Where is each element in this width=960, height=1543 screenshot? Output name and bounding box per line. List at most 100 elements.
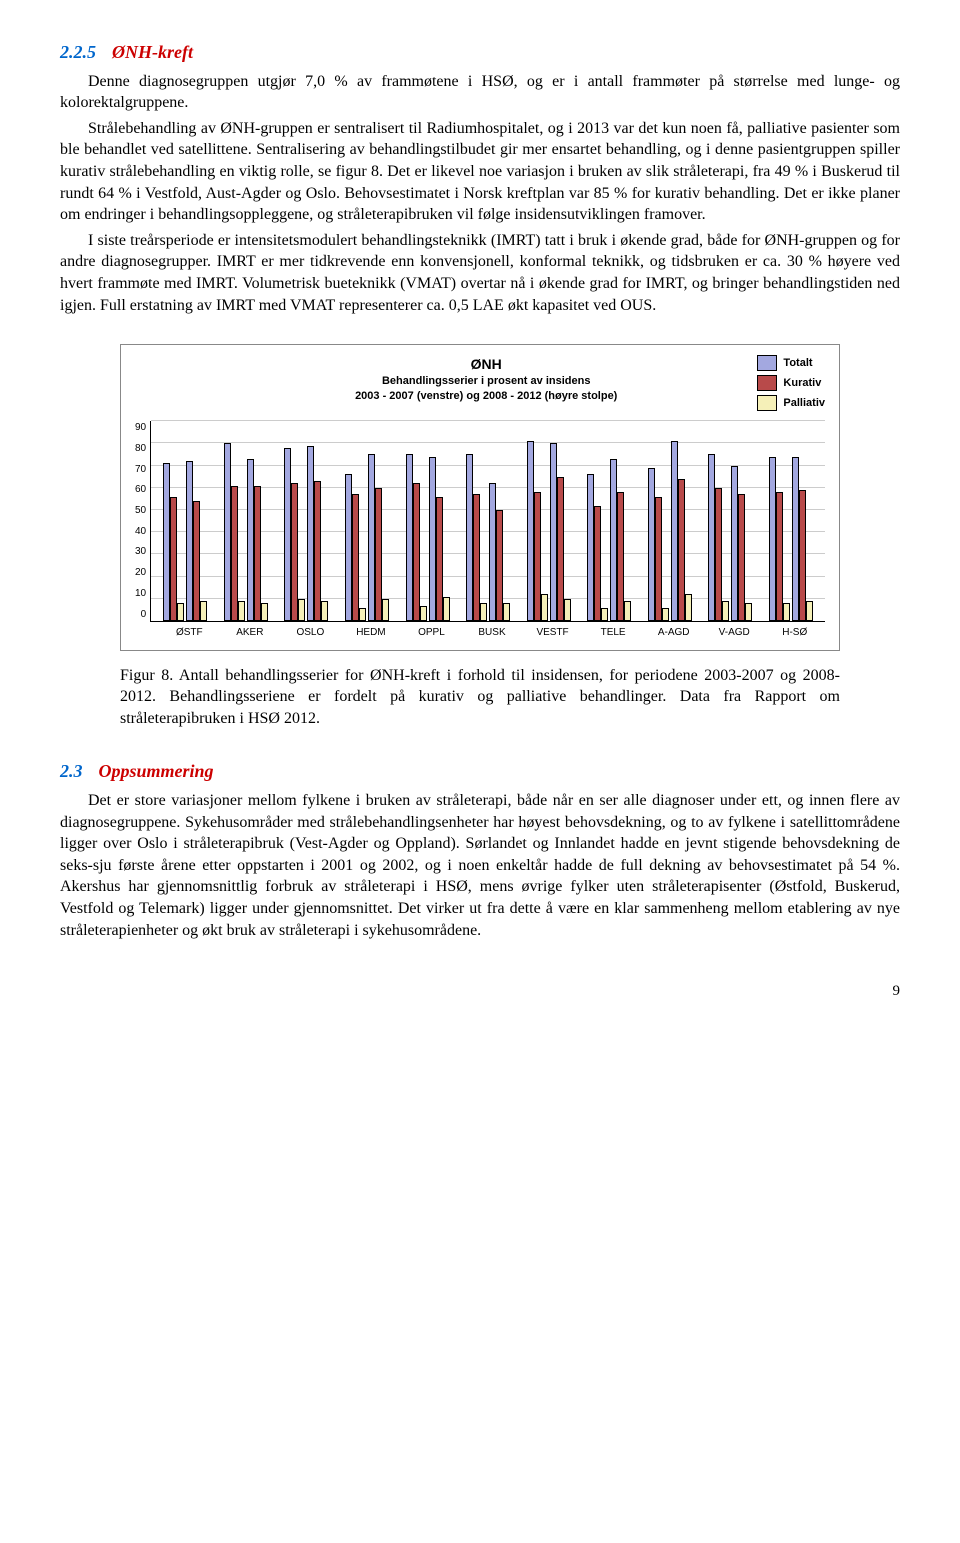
bar — [792, 457, 799, 621]
bar-period — [406, 454, 427, 621]
bar — [527, 441, 534, 621]
bar — [307, 446, 314, 622]
bar-period — [163, 463, 184, 621]
bar — [722, 601, 729, 621]
bar — [715, 488, 722, 621]
bar-group — [639, 441, 700, 621]
bar — [261, 603, 268, 621]
x-label: OPPL — [401, 626, 462, 640]
bar — [655, 497, 662, 621]
bar — [541, 594, 548, 621]
bar-period — [368, 454, 389, 621]
bar-group — [579, 459, 640, 621]
x-label: H-SØ — [764, 626, 825, 640]
bar-period — [527, 441, 548, 621]
bar-period — [550, 443, 571, 621]
bar — [799, 490, 806, 621]
x-axis: ØSTFAKEROSLOHEDMOPPLBUSKVESTFTELEA-AGDV-… — [159, 626, 825, 640]
bar — [177, 603, 184, 621]
bar — [375, 488, 382, 621]
chart-title: ØNH — [215, 355, 757, 374]
bar — [503, 603, 510, 621]
bar-period — [345, 474, 366, 621]
bar — [685, 594, 692, 621]
bar — [247, 459, 254, 621]
legend-swatch-kurativ — [757, 375, 777, 391]
bar — [662, 608, 669, 621]
bar — [298, 599, 305, 621]
bar-period — [792, 457, 813, 621]
grid-line — [151, 420, 825, 421]
legend-swatch-totalt — [757, 355, 777, 371]
bar — [624, 601, 631, 621]
chart-subtitle-1: Behandlingsserier i prosent av insidens — [215, 374, 757, 389]
bar — [321, 601, 328, 621]
bar — [368, 454, 375, 621]
section-225-title: ØNH-kreft — [112, 42, 193, 62]
bar — [466, 454, 473, 621]
bar — [534, 492, 541, 621]
bar — [231, 486, 238, 622]
bar-period — [731, 466, 752, 622]
y-tick: 60 — [135, 483, 146, 497]
bar — [610, 459, 617, 621]
bar-period — [671, 441, 692, 621]
bar — [769, 457, 776, 621]
x-label: A-AGD — [643, 626, 704, 640]
bar — [806, 601, 813, 621]
y-tick: 50 — [135, 504, 146, 518]
y-tick: 30 — [135, 545, 146, 559]
bar — [783, 603, 790, 621]
bar — [352, 494, 359, 621]
bar — [170, 497, 177, 621]
plot-area — [150, 421, 825, 622]
bar — [382, 599, 389, 621]
bar — [413, 483, 420, 621]
bar — [601, 608, 608, 621]
bar — [429, 457, 436, 621]
bar-period — [587, 474, 608, 621]
bar-group — [397, 454, 458, 621]
y-tick: 90 — [135, 421, 146, 435]
section-23-title: Oppsummering — [99, 761, 214, 781]
x-label: AKER — [220, 626, 281, 640]
bar-period — [186, 461, 207, 621]
bar — [291, 483, 298, 621]
bar — [200, 601, 207, 621]
bar — [671, 441, 678, 621]
chart-subtitle-2: 2003 - 2007 (venstre) og 2008 - 2012 (hø… — [215, 389, 757, 404]
y-tick: 80 — [135, 442, 146, 456]
bar — [473, 494, 480, 621]
bar-period — [224, 443, 245, 621]
y-tick: 40 — [135, 525, 146, 539]
bar-period — [466, 454, 487, 621]
bar-period — [769, 457, 790, 621]
bar — [436, 497, 443, 621]
legend-label-kurativ: Kurativ — [783, 376, 821, 391]
chart-header: ØNH Behandlingsserier i prosent av insid… — [135, 355, 825, 415]
para-23: Det er store variasjoner mellom fylkene … — [60, 790, 900, 941]
bar-period — [429, 457, 450, 621]
section-23-num: 2.3 — [60, 761, 83, 781]
bar — [163, 463, 170, 621]
bar — [587, 474, 594, 621]
bar-group — [337, 454, 398, 621]
bar-group — [155, 461, 216, 621]
bar — [224, 443, 231, 621]
x-label: VESTF — [522, 626, 583, 640]
bar — [359, 608, 366, 621]
bar-period — [284, 448, 305, 621]
para-225-1: Denne diagnosegruppen utgjør 7,0 % av fr… — [60, 71, 900, 114]
bar — [617, 492, 624, 621]
legend-totalt: Totalt — [757, 355, 825, 371]
x-label: TELE — [583, 626, 644, 640]
y-tick: 0 — [141, 608, 147, 622]
bar — [254, 486, 261, 622]
bar — [557, 477, 564, 621]
bar — [284, 448, 291, 621]
bar — [420, 606, 427, 622]
bar-group — [458, 454, 519, 621]
y-tick: 10 — [135, 587, 146, 601]
bar-group — [276, 446, 337, 622]
bar — [745, 603, 752, 621]
